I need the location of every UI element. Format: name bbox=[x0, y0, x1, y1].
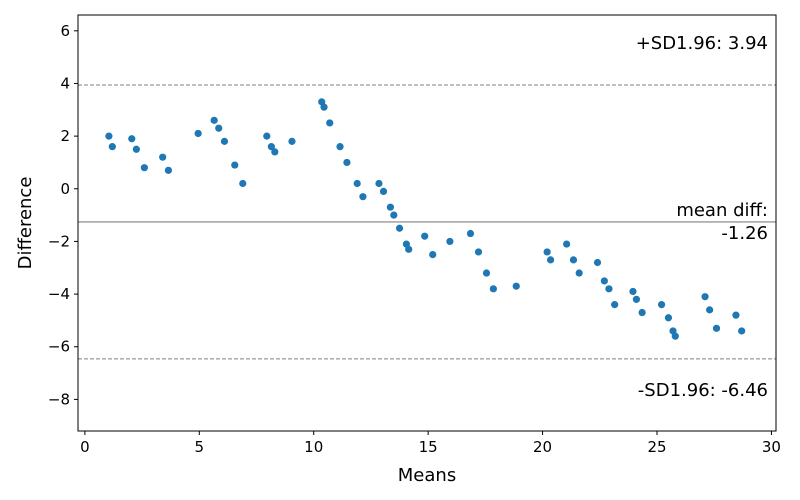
y-tick-label: 2 bbox=[60, 127, 70, 145]
data-point bbox=[353, 179, 361, 188]
scatter-points bbox=[105, 98, 746, 340]
data-point bbox=[220, 137, 229, 145]
data-point bbox=[489, 285, 497, 293]
data-point bbox=[405, 245, 413, 253]
data-point bbox=[701, 293, 709, 301]
data-point bbox=[706, 306, 714, 314]
data-point bbox=[629, 287, 637, 296]
data-point bbox=[600, 277, 608, 285]
data-point bbox=[671, 332, 679, 340]
data-point bbox=[611, 301, 619, 309]
plot-frame bbox=[77, 14, 777, 432]
x-tick-label: 20 bbox=[533, 438, 552, 456]
y-axis-title: Difference bbox=[15, 177, 36, 270]
data-point bbox=[263, 132, 271, 140]
y-tick-label: −2 bbox=[48, 232, 70, 250]
x-axis-title: Means bbox=[398, 465, 456, 486]
data-point bbox=[210, 116, 218, 124]
data-point bbox=[267, 143, 275, 151]
data-point bbox=[605, 285, 613, 293]
data-point bbox=[326, 119, 334, 127]
data-point bbox=[632, 295, 641, 303]
upper-loa-label: +SD1.96: 3.94 bbox=[636, 33, 768, 54]
x-tick-label: 0 bbox=[80, 438, 90, 456]
y-tick-label: −8 bbox=[48, 390, 70, 408]
x-tick-label: 30 bbox=[762, 438, 781, 456]
data-point bbox=[343, 158, 351, 167]
y-tick-label: −6 bbox=[48, 338, 70, 356]
data-point bbox=[132, 145, 140, 153]
data-point bbox=[271, 148, 279, 156]
data-point bbox=[336, 143, 344, 151]
data-point bbox=[231, 161, 239, 169]
data-point bbox=[593, 258, 602, 267]
data-point bbox=[164, 166, 172, 174]
data-point bbox=[159, 153, 167, 161]
y-axis-ticks: −8 −6 −4 −2 0 2 4 6 bbox=[48, 22, 78, 408]
data-point bbox=[239, 179, 247, 188]
lower-loa-label: -SD1.96: -6.46 bbox=[638, 380, 768, 401]
data-point bbox=[732, 311, 740, 319]
data-point bbox=[738, 327, 746, 335]
data-point bbox=[664, 314, 673, 322]
x-axis-ticks: 0 5 10 15 20 25 30 bbox=[80, 431, 781, 456]
data-point bbox=[194, 129, 202, 138]
data-point bbox=[638, 308, 646, 317]
data-point bbox=[140, 164, 148, 172]
data-point bbox=[543, 248, 551, 256]
data-point bbox=[128, 135, 136, 143]
x-tick-label: 5 bbox=[195, 438, 205, 456]
data-point bbox=[108, 143, 116, 151]
data-point bbox=[395, 224, 404, 232]
x-tick-label: 10 bbox=[304, 438, 323, 456]
x-tick-label: 25 bbox=[647, 438, 666, 456]
data-point bbox=[320, 103, 328, 111]
y-tick-label: 6 bbox=[60, 22, 70, 40]
y-tick-label: 4 bbox=[60, 74, 70, 92]
data-point bbox=[466, 229, 475, 238]
y-tick-label: 0 bbox=[60, 180, 70, 198]
data-point bbox=[105, 132, 113, 140]
x-tick-label: 15 bbox=[419, 438, 438, 456]
data-point bbox=[512, 282, 520, 290]
data-point bbox=[575, 269, 583, 277]
y-tick-label: −4 bbox=[48, 285, 70, 303]
data-point bbox=[563, 240, 571, 248]
data-point bbox=[386, 203, 394, 211]
data-point bbox=[215, 124, 223, 132]
data-point bbox=[546, 256, 555, 264]
data-point bbox=[421, 232, 429, 240]
data-point bbox=[390, 211, 398, 219]
data-point bbox=[474, 248, 483, 256]
data-point bbox=[482, 269, 491, 277]
mean-diff-label: mean diff: bbox=[676, 200, 768, 221]
data-point bbox=[429, 250, 437, 259]
data-point bbox=[446, 237, 454, 246]
reference-lines bbox=[78, 84, 776, 360]
data-point bbox=[569, 256, 578, 264]
data-point bbox=[359, 193, 367, 201]
data-point bbox=[657, 301, 666, 309]
data-point bbox=[712, 324, 721, 332]
data-point bbox=[288, 137, 296, 145]
data-point bbox=[379, 187, 388, 196]
data-point bbox=[375, 179, 383, 188]
mean-diff-value: -1.26 bbox=[721, 223, 768, 244]
